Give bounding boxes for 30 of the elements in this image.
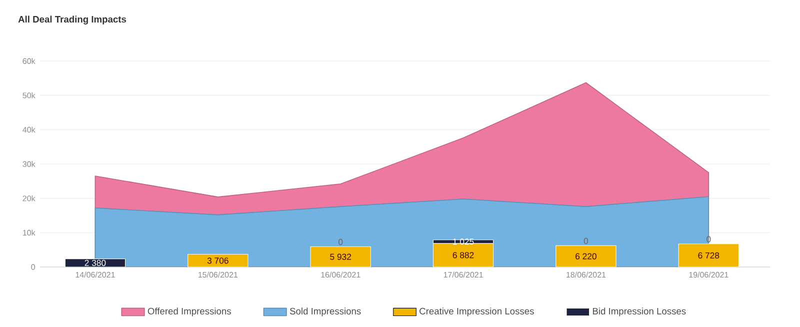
y-tick-label: 60k xyxy=(22,58,36,64)
legend-label: Creative Impression Losses xyxy=(420,308,534,316)
legend-label: Bid Impression Losses xyxy=(592,308,686,316)
data-label: 5 932 xyxy=(330,254,351,260)
y-tick-label: 50k xyxy=(22,92,36,98)
data-label: 6 728 xyxy=(698,252,720,259)
y-tick-label: 30k xyxy=(22,161,36,167)
y-tick-label: 10k xyxy=(23,230,36,236)
y-tick-label: 40k xyxy=(22,126,36,133)
data-label: 0 xyxy=(584,238,588,244)
legend-label: Offered Impressions xyxy=(148,308,231,316)
data-label: 2 380 xyxy=(84,260,106,266)
chart-title: All Deal Trading Impacts xyxy=(18,16,126,24)
legend-label: Sold Impressions xyxy=(290,308,361,316)
x-tick-label: 15/06/2021 xyxy=(198,272,238,278)
bar xyxy=(432,243,494,267)
x-tick-label: 14/06/2021 xyxy=(76,272,115,278)
data-label: 0 xyxy=(338,238,343,246)
data-label: 6 882 xyxy=(452,252,474,258)
x-tick-label: 16/06/2021 xyxy=(321,272,360,278)
y-tick-label: 20k xyxy=(22,195,36,202)
x-tick-label: 18/06/2021 xyxy=(566,272,606,278)
bar xyxy=(64,258,126,267)
data-label: 6 220 xyxy=(576,253,596,260)
x-tick-label: 17/06/2021 xyxy=(444,272,483,278)
bar xyxy=(188,254,248,267)
y-tick-label: 0 xyxy=(31,264,35,270)
data-label: 3 706 xyxy=(207,258,228,264)
bar xyxy=(556,245,616,267)
x-tick-label: 19/06/2021 xyxy=(689,272,728,278)
